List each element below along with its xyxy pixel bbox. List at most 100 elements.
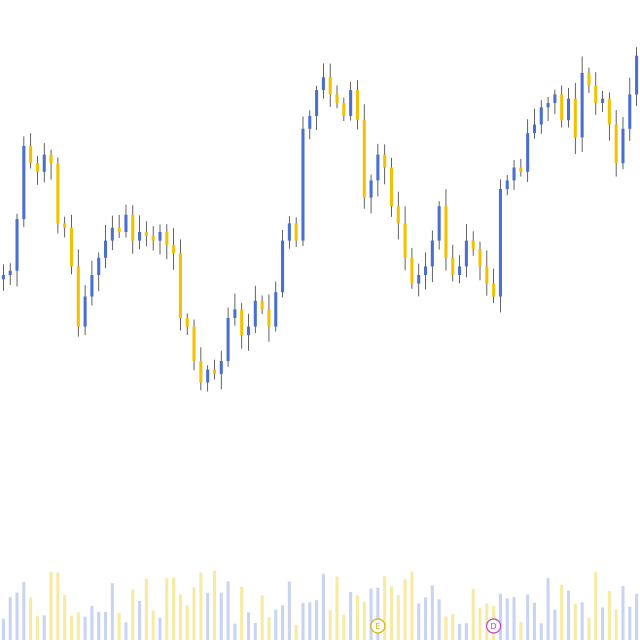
- candle-body: [355, 90, 359, 121]
- volume-bar: [172, 577, 176, 640]
- candle: [417, 263, 421, 297]
- volume-bar: [233, 623, 237, 640]
- volume-bar: [240, 586, 244, 640]
- candle: [42, 143, 46, 183]
- volume-bar: [8, 597, 12, 640]
- volume-bar: [560, 584, 564, 640]
- volume-bar: [185, 605, 189, 640]
- volume-bar: [253, 622, 257, 640]
- volume-bar: [505, 598, 509, 640]
- candle-body: [349, 90, 353, 116]
- candle: [35, 155, 39, 185]
- candle: [437, 201, 441, 250]
- volume-bar: [294, 624, 298, 640]
- candle: [69, 214, 74, 275]
- volume-bar: [104, 612, 108, 640]
- candle-body: [172, 244, 176, 254]
- candle-body: [389, 167, 394, 207]
- candle: [628, 77, 632, 141]
- candle-body: [29, 146, 33, 164]
- candle: [321, 63, 325, 99]
- candle-body: [437, 206, 441, 241]
- candle-body: [383, 154, 387, 168]
- volume-bar: [42, 615, 46, 640]
- candle-body: [315, 90, 319, 116]
- candle: [369, 174, 373, 214]
- candle: [362, 104, 366, 209]
- volume-bar: [69, 615, 74, 640]
- candle-body: [42, 154, 46, 172]
- candle-body: [117, 227, 121, 232]
- volume-bar: [315, 600, 319, 640]
- volume-bar: [546, 578, 550, 640]
- volume-bar: [580, 602, 584, 640]
- candle-body: [369, 180, 373, 198]
- candle-body: [424, 266, 428, 275]
- volume-bar: [281, 605, 285, 640]
- volume-bar: [35, 616, 39, 640]
- candle-body: [614, 124, 618, 164]
- candle-body: [76, 266, 80, 327]
- candle: [539, 100, 543, 134]
- candle: [294, 217, 298, 248]
- candle-body: [35, 163, 39, 172]
- dividend-marker[interactable]: D: [486, 618, 502, 634]
- candle: [315, 85, 319, 130]
- candle: [110, 215, 114, 251]
- earnings-marker[interactable]: E: [370, 618, 386, 634]
- candle: [451, 244, 455, 282]
- candle-body: [104, 240, 108, 258]
- volume-bar: [165, 577, 169, 640]
- candle: [478, 241, 482, 281]
- candle-body: [444, 206, 448, 258]
- volume-bar: [444, 616, 448, 640]
- candle-body: [580, 72, 584, 138]
- volume-bar: [621, 586, 625, 640]
- volume-bar: [383, 576, 387, 640]
- candle: [498, 179, 502, 313]
- volume-bar: [342, 614, 346, 640]
- candle-body: [185, 318, 189, 327]
- candle-body: [335, 94, 339, 103]
- candle: [172, 228, 176, 270]
- candle: [383, 144, 387, 185]
- volume-bar: [219, 592, 223, 640]
- candle-body: [138, 232, 142, 241]
- candle: [566, 88, 571, 128]
- volume-bar: [526, 594, 530, 640]
- volume-bar: [287, 581, 291, 640]
- candle-body: [532, 124, 536, 134]
- candle: [63, 216, 67, 238]
- volume-bar: [83, 616, 87, 640]
- volume-bar: [403, 579, 407, 640]
- volume-bar: [15, 592, 19, 640]
- candle: [458, 255, 462, 284]
- candle: [56, 157, 60, 234]
- volume-bar: [478, 608, 482, 640]
- candle-body: [281, 240, 285, 293]
- volume-bar: [158, 617, 162, 640]
- volume-bar: [56, 572, 60, 640]
- candle-body: [219, 361, 223, 374]
- candle: [104, 224, 108, 269]
- candle: [512, 159, 516, 190]
- candle: [15, 213, 19, 287]
- candle: [178, 239, 182, 331]
- candle: [117, 214, 121, 239]
- candle-body: [178, 253, 182, 318]
- volume-bar: [451, 613, 455, 640]
- candle: [144, 221, 148, 247]
- candle: [430, 230, 434, 283]
- candle-body: [110, 227, 114, 241]
- dividend-marker-label: D: [491, 622, 497, 631]
- candle: [274, 281, 278, 332]
- volume-bar: [601, 607, 605, 640]
- candle: [165, 224, 169, 260]
- volume-bar: [553, 609, 557, 640]
- candle-body: [56, 163, 60, 224]
- candle-body: [97, 257, 101, 275]
- candle-body: [376, 154, 380, 181]
- candle-body: [301, 128, 305, 241]
- volume-bar: [199, 572, 203, 640]
- candle: [97, 252, 101, 292]
